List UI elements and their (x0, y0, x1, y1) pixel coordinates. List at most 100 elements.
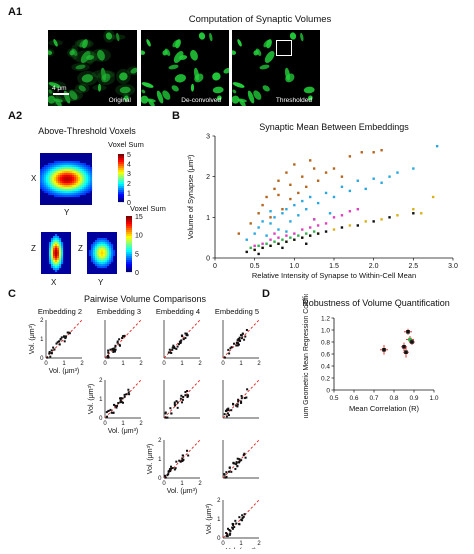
heatmap-yz-voxel (107, 254, 110, 257)
chart-d-ylabel: Minimum Geometric Mean Regression Coeffi… (303, 294, 310, 418)
chart-b-point-brown (305, 185, 308, 189)
heatmap-xy-voxel (68, 165, 71, 168)
heatmap-xy-voxel (82, 193, 85, 196)
heatmap-yz-voxel (95, 258, 98, 261)
heatmap-xy-voxel (46, 181, 49, 184)
c-point (167, 351, 170, 354)
c-point (112, 347, 115, 350)
c-ylabel: Vol. (μm³) (147, 444, 154, 474)
heatmap-xy-voxel (52, 163, 55, 166)
c-point (243, 397, 246, 400)
heatmap-xy-voxel (50, 179, 53, 182)
synapse-blob (179, 55, 188, 60)
heatmap-xy-voxel (62, 191, 65, 194)
heatmap-xy-voxel (56, 189, 59, 192)
heatmap-xy-voxel (76, 173, 79, 176)
heatmap-yz-voxel (109, 244, 112, 247)
synapse-blob (141, 50, 146, 55)
synapse-blob (75, 64, 86, 70)
c-point (115, 406, 118, 409)
synapse-blob (259, 64, 270, 70)
c-point (238, 516, 241, 519)
c-point (237, 343, 240, 346)
heatmap-xz-voxel (61, 262, 64, 265)
chart-b-point-green (289, 236, 292, 239)
chart-b-point-blue (285, 230, 288, 233)
colorbar-bottom-segment (126, 232, 132, 235)
synapse-glow (91, 48, 111, 62)
colorbar-bottom-segment (126, 228, 132, 231)
heatmap-xy-voxel (80, 177, 83, 180)
chart-b-point-magenta (324, 222, 328, 225)
heatmap-xy-voxel (54, 163, 57, 166)
heatmap-xy-voxel (54, 183, 57, 186)
synapse-glow (110, 34, 126, 40)
c-point (240, 334, 243, 337)
heatmap-xy-voxel (88, 185, 91, 188)
heatmap-xy-voxel (82, 191, 85, 194)
heatmap-xy-voxel (46, 187, 49, 190)
synapse-blob (82, 39, 88, 49)
c-point (241, 514, 244, 517)
synapse-blob (53, 98, 63, 103)
chart-b-point-blue (316, 201, 320, 205)
heatmap-xy-voxel (46, 185, 49, 188)
heatmap-xy-voxel (86, 173, 89, 176)
heatmap-xy-voxel (72, 179, 75, 182)
colorbar-bottom-tick: 0 (135, 270, 139, 277)
heatmap-xz-voxel (59, 258, 62, 261)
heatmap-xy-voxel (78, 189, 81, 192)
heatmap-xy-voxel (54, 191, 57, 194)
chart-b-point-green (297, 234, 300, 237)
heatmap-xz-voxel (49, 254, 52, 257)
chart-b-point-blue (273, 216, 276, 219)
heatmap-xy-voxel (80, 187, 83, 190)
heatmap-xz-voxel (49, 262, 52, 265)
heatmap-xy-voxel (60, 177, 63, 180)
heatmap-xy-voxel (90, 189, 93, 192)
heatmap-xz-voxel (57, 242, 60, 245)
colorbar-top-segment (118, 176, 124, 179)
c-title: Pairwise Volume Comparisons (83, 294, 207, 304)
c-point (184, 391, 187, 394)
c-point (181, 459, 184, 462)
heatmap-xz-voxel (51, 238, 54, 241)
heatmap-xy-voxel (40, 173, 43, 176)
c-point (225, 531, 228, 534)
heatmap-yz-voxel (93, 254, 96, 257)
chart-d-xtick-label: 0.9 (409, 395, 418, 402)
chart-b-xtick-label: 2.5 (408, 263, 418, 270)
c-point (238, 458, 241, 461)
heatmap-xy-voxel (50, 175, 53, 178)
c-xtick-label: 2 (198, 481, 202, 487)
c-point (128, 393, 131, 396)
heatmap-yz-voxel (101, 258, 104, 261)
synapse-blob (78, 85, 86, 92)
heatmap-xy-voxel (42, 177, 45, 180)
heatmap-yz-voxel (93, 258, 96, 261)
heatmap-xy-voxel (58, 179, 61, 182)
heatmap-yz-voxel (101, 242, 104, 245)
c-point (226, 533, 229, 536)
chart-b-point-brown (261, 203, 264, 207)
c-point (225, 410, 228, 413)
a2-top-cbar-label: Voxel Sum (108, 140, 144, 149)
heatmap-xy-voxel (44, 171, 47, 174)
c-xtick-label: 1 (180, 481, 184, 487)
heatmap-xy-voxel (56, 161, 59, 164)
c-point (122, 335, 125, 338)
heatmap-xz-voxel (57, 258, 60, 261)
heatmap-xz-voxel (55, 256, 58, 259)
heatmap-yz-voxel (105, 238, 108, 241)
heatmap-xy-voxel (56, 195, 59, 198)
heatmap-xy-voxel (46, 183, 49, 186)
heatmap-xz-voxel (57, 250, 60, 253)
heatmap-xy-voxel (76, 191, 79, 194)
heatmap-yz-voxel (105, 240, 108, 243)
heatmap-yz-voxel (105, 260, 108, 263)
heatmap-yz-voxel (103, 238, 106, 241)
heatmap-xy-voxel (42, 181, 45, 184)
heatmap-yz-voxel (91, 254, 94, 257)
heatmap-xy-voxel (64, 169, 67, 172)
heatmap-yz-voxel (113, 250, 116, 253)
